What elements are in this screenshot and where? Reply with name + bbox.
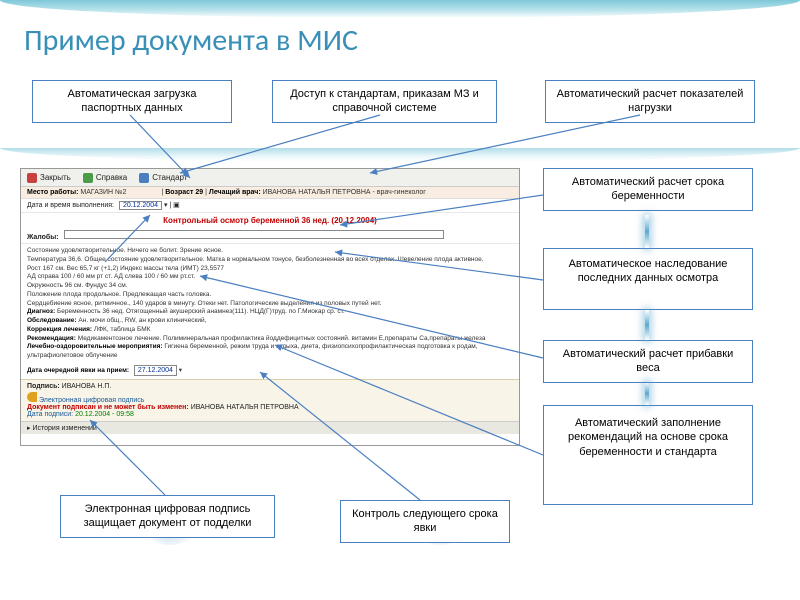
history-bar[interactable]: ▸ История изменений: [21, 421, 519, 434]
close-button[interactable]: Закрыть: [27, 173, 71, 183]
doctor-value: ИВАНОВА НАТАЛЬЯ ПЕТРОВНА - врач-гинеколо…: [263, 189, 426, 196]
complaints-input[interactable]: [64, 230, 444, 239]
document-panel: Закрыть Справка Стандарт Место работы: М…: [20, 168, 520, 446]
history-label: История изменений: [32, 425, 96, 432]
callout-passport: Автоматическая загрузка паспортных данны…: [32, 80, 232, 123]
doctor-label: Лечащий врач:: [209, 189, 261, 196]
sig-who: ИВАНОВА НАТАЛЬЯ ПЕТРОВНА: [191, 404, 299, 411]
decorative-glow: [645, 382, 649, 405]
body-line: Температура 36,6. Общее состояние удовле…: [27, 256, 513, 265]
body-line: Рост 167 см. Вес 65,7 кг (+1,2) Индекс м…: [27, 265, 513, 274]
standard-label: Стандарт: [152, 173, 187, 182]
correction-label: Коррекция лечения:: [27, 326, 92, 333]
next-date-input[interactable]: 27.12.2004: [134, 365, 177, 376]
decorative-wave-top: [0, 0, 800, 18]
signature-block: Подпись: ИВАНОВА Н.П. Электронная цифров…: [21, 379, 519, 421]
callout-load: Автоматический расчет показателей нагруз…: [545, 80, 755, 123]
doc-title-red: Контрольный осмотр беременной 36 нед. (2…: [21, 213, 519, 228]
age-label: Возраст 29: [165, 189, 203, 196]
datetime-label: Дата и время выполнения:: [27, 202, 114, 209]
complaints-row: Жалобы:: [21, 228, 519, 244]
callout-recommend: Автоматический заполнение рекомендаций н…: [543, 405, 753, 505]
sig-name: ИВАНОВА Н.П.: [62, 383, 112, 390]
doc-header: Место работы: МАГАЗИН №2 | Возраст 29 | …: [21, 187, 519, 199]
exam-label: Обследование:: [27, 317, 77, 324]
place-label: Место работы:: [27, 189, 78, 196]
help-button[interactable]: Справка: [83, 173, 127, 183]
body-line: Положение плода продольное. Предлежащая …: [27, 291, 513, 300]
recommend-label: Рекомендация:: [27, 335, 76, 342]
place-value: МАГАЗИН №2: [80, 189, 126, 196]
datetime-input[interactable]: 20.12.2004: [119, 201, 162, 210]
diagnosis-value: Беременность 36 нед. Отягощенный акушерс…: [57, 308, 345, 315]
body-line: АД справа 100 / 60 мм рт ст. АД слева 10…: [27, 273, 513, 282]
callout-weight: Автоматический расчет прибавки веса: [543, 340, 753, 383]
callout-standards: Доступ к стандартам, приказам МЗ и справ…: [272, 80, 497, 123]
other-label: Лечебно-оздоровительные мероприятия:: [27, 343, 163, 350]
callout-nextvisit: Контроль следующего срока явки: [340, 500, 510, 543]
sig-date-label: Дата подписи:: [27, 411, 73, 418]
doc-toolbar: Закрыть Справка Стандарт: [21, 169, 519, 187]
sig-warn: Документ подписан и не может быть измене…: [27, 404, 189, 411]
recommend-value: Медикаментозное лечение. Полиминеральная…: [78, 335, 486, 342]
key-icon: [27, 392, 37, 402]
standard-button[interactable]: Стандарт: [139, 173, 187, 183]
callout-signature: Электронная цифровая подпись защищает до…: [60, 495, 275, 538]
callout-pregterm: Автоматический расчет срока беременности: [543, 168, 753, 211]
decorative-wave-mid: [0, 148, 800, 162]
sig-date: 20.12.2004 - 09:58: [75, 411, 134, 418]
close-label: Закрыть: [40, 173, 71, 182]
datetime-row: Дата и время выполнения: 20.12.2004 ▾ | …: [21, 199, 519, 213]
body-line: Окружность 96 см. Фундус 34 см.: [27, 282, 513, 291]
sig-label: Подпись:: [27, 383, 60, 390]
diagnosis-label: Диагноз:: [27, 308, 55, 315]
next-label: Дата очередной явки на прием:: [27, 367, 129, 374]
exam-value: Ан. мочи общ., RW, ан крови клинический,: [78, 317, 206, 324]
help-label: Справка: [96, 173, 127, 182]
complaints-label: Жалобы:: [27, 234, 59, 241]
decorative-glow: [645, 215, 649, 248]
decorative-glow: [645, 310, 649, 340]
callout-inherit: Автоматическое наследование последних да…: [543, 248, 753, 310]
doc-body: Состояние удовлетворительное. Ничего не …: [21, 244, 519, 379]
page-title: Пример документа в МИС: [24, 22, 358, 59]
body-line: Состояние удовлетворительное. Ничего не …: [27, 247, 513, 256]
correction-value: ЛФК, таблица БМК: [94, 326, 151, 333]
